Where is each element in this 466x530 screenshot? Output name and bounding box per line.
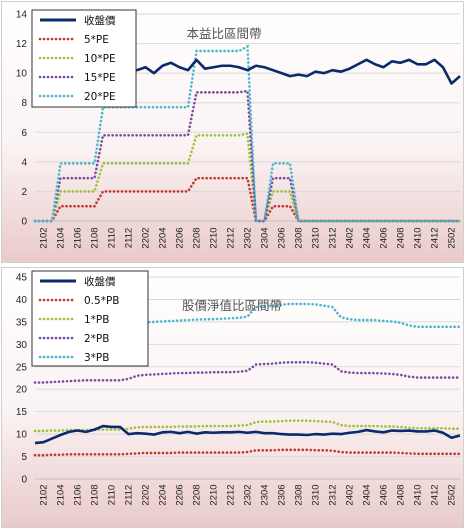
y-tick-label: 0 — [21, 475, 27, 486]
legend-label-1: 5*PE — [84, 34, 109, 46]
x-tick-label: 2108 — [90, 484, 101, 505]
y-tick-label: 15 — [16, 407, 28, 418]
legend-label-4: 3*PB — [84, 352, 109, 364]
x-tick-label: 2102 — [39, 484, 50, 505]
x-tick-label: 2312 — [328, 227, 339, 248]
x-tick-label: 2308 — [294, 484, 305, 505]
legend-label-2: 10*PE — [84, 53, 116, 65]
x-tick-label: 2112 — [124, 485, 135, 505]
x-tick-label: 2502 — [447, 227, 458, 248]
x-tick-label: 2208 — [192, 227, 203, 248]
x-tick-label: 2306 — [277, 484, 288, 505]
x-tick-label: 2404 — [362, 484, 373, 505]
x-tick-label: 2204 — [158, 227, 169, 248]
x-tick-label: 2110 — [107, 485, 118, 505]
x-tick-label: 2112 — [124, 228, 135, 248]
series-line-1 — [33, 448, 462, 457]
y-tick-label: 6 — [21, 128, 27, 139]
x-tick-label: 2102 — [39, 227, 50, 248]
x-tick-label: 2208 — [192, 484, 203, 505]
y-tick-label: 10 — [16, 69, 28, 80]
x-tick-label: 2402 — [345, 484, 356, 505]
x-tick-label: 2406 — [379, 227, 390, 248]
legend-label-3: 15*PE — [84, 72, 116, 84]
x-tick-label: 2410 — [413, 484, 424, 505]
y-tick-label: 0 — [21, 217, 27, 228]
x-tick-label: 2312 — [328, 484, 339, 505]
y-tick-label: 10 — [16, 430, 28, 441]
legend-label-0: 收盤價 — [84, 14, 116, 27]
chart-title: 股價淨值比區間帶 — [182, 298, 282, 313]
series-line-2 — [33, 419, 462, 433]
x-tick-label: 2412 — [430, 484, 441, 505]
x-tick-label: 2404 — [362, 227, 373, 248]
x-tick-label: 2212 — [226, 227, 237, 248]
x-tick-label: 2410 — [413, 227, 424, 248]
y-tick-label: 25 — [16, 362, 28, 373]
x-tick-label: 2206 — [175, 227, 186, 248]
x-tick-label: 2412 — [430, 227, 441, 248]
y-tick-label: 45 — [16, 273, 28, 284]
x-tick-label: 2302 — [243, 484, 254, 505]
x-tick-label: 2110 — [107, 228, 118, 248]
legend-label-0: 收盤價 — [84, 275, 116, 288]
x-tick-label: 2408 — [396, 227, 407, 248]
x-tick-label: 2310 — [311, 484, 322, 505]
y-tick-label: 40 — [16, 295, 28, 306]
x-tick-label: 2502 — [447, 484, 458, 505]
x-tick-label: 2310 — [311, 227, 322, 248]
x-tick-label: 2104 — [56, 227, 67, 248]
x-tick-label: 2204 — [158, 484, 169, 505]
x-tick-label: 2302 — [243, 227, 254, 248]
x-tick-label: 2206 — [175, 484, 186, 505]
x-tick-label: 2306 — [277, 227, 288, 248]
chart-title: 本益比區間帶 — [186, 26, 261, 41]
legend-label-2: 1*PB — [84, 314, 109, 326]
x-tick-label: 2402 — [345, 227, 356, 248]
y-tick-label: 5 — [21, 452, 27, 463]
y-tick-label: 4 — [21, 157, 27, 168]
legend: 收盤價 0.5*PB 1*PB 2*PB 3*PB — [31, 270, 149, 367]
x-tick-label: 2202 — [141, 227, 152, 248]
y-tick-label: 12 — [16, 39, 28, 50]
legend-label-3: 2*PB — [84, 333, 109, 345]
series-line-2 — [33, 132, 462, 223]
x-tick-label: 2406 — [379, 484, 390, 505]
pb-band-chart: 0 5 10 15 20 25 30 35 40 45 2102 2104 2106 2108 2110 21… — [2, 268, 463, 527]
x-tick-label: 2202 — [141, 484, 152, 505]
y-tick-label: 35 — [16, 317, 28, 328]
pe-band-chart: 0 2 4 6 8 10 12 14 2102 2104 2106 2108 2110 2112 2202 2… — [2, 2, 463, 262]
x-tick-label: 2304 — [260, 484, 271, 505]
x-tick-label: 2408 — [396, 484, 407, 505]
legend-label-4: 20*PE — [84, 91, 116, 103]
y-tick-label: 2 — [21, 187, 27, 198]
x-tick-label: 2212 — [226, 484, 237, 505]
x-tick-label: 2210 — [209, 484, 220, 505]
legend-label-1: 0.5*PB — [84, 295, 119, 307]
x-tick-label: 2104 — [56, 484, 67, 505]
y-tick-label: 30 — [16, 340, 28, 351]
legend: 收盤價 5*PE 10*PE 15*PE 20*PE — [31, 9, 137, 108]
x-tick-label: 2106 — [73, 484, 84, 505]
x-tick-label: 2308 — [294, 227, 305, 248]
y-tick-label: 14 — [16, 10, 28, 21]
y-tick-label: 20 — [16, 385, 28, 396]
series-line-0 — [120, 58, 461, 85]
x-tick-label: 2108 — [90, 227, 101, 248]
x-tick-label: 2210 — [209, 227, 220, 248]
x-tick-label: 2304 — [260, 227, 271, 248]
y-tick-label: 8 — [21, 98, 27, 109]
series-line-3 — [33, 360, 462, 384]
pe-band-chart-panel: 0 2 4 6 8 10 12 14 2102 2104 2106 2108 2110 2112 2202 2… — [1, 1, 464, 263]
series-line-0 — [34, 424, 461, 445]
x-tick-label: 2106 — [73, 227, 84, 248]
pb-band-chart-panel: 0 5 10 15 20 25 30 35 40 45 2102 2104 2106 2108 2110 21… — [1, 267, 464, 528]
